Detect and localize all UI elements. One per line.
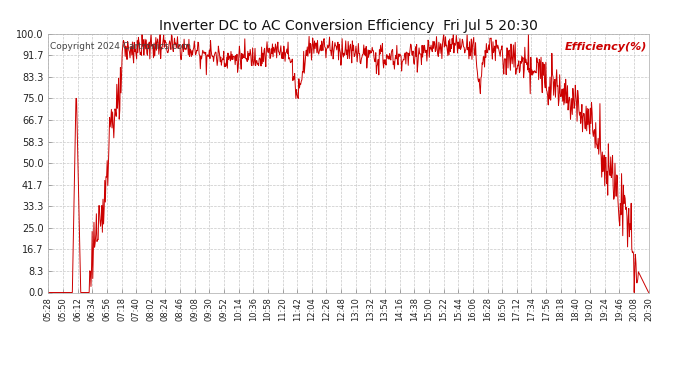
Title: Inverter DC to AC Conversion Efficiency  Fri Jul 5 20:30: Inverter DC to AC Conversion Efficiency … [159,19,538,33]
Text: Efficiency(%): Efficiency(%) [564,42,647,51]
Text: Copyright 2024 Cartronics.com: Copyright 2024 Cartronics.com [50,42,191,51]
